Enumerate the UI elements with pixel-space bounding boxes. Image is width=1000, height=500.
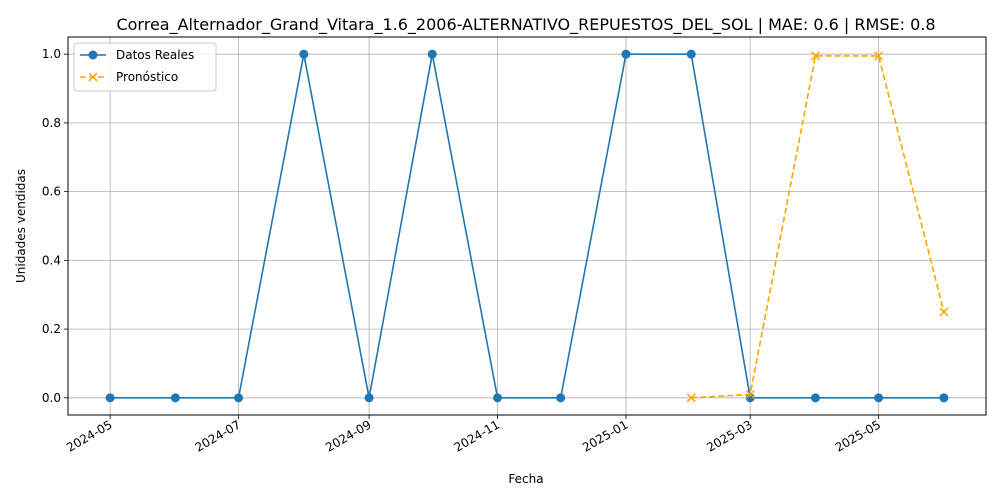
x-tick-label: 2025-05 xyxy=(833,417,883,454)
data-point xyxy=(299,49,309,59)
data-point xyxy=(364,393,374,403)
x-tick-label: 2024-05 xyxy=(64,417,114,454)
data-point xyxy=(874,51,884,61)
legend-label: Pronóstico xyxy=(116,70,178,84)
data-point xyxy=(686,49,696,59)
data-point xyxy=(556,393,566,403)
data-point xyxy=(170,393,180,403)
x-tick-label: 2024-09 xyxy=(323,417,373,454)
legend-label: Datos Reales xyxy=(116,48,194,62)
x-tick-label: 2025-01 xyxy=(580,417,630,454)
series-line xyxy=(110,53,944,399)
x-tick-label: 2025-03 xyxy=(704,417,754,454)
data-point xyxy=(105,393,115,403)
data-point xyxy=(234,393,244,403)
data-point xyxy=(686,393,696,403)
y-tick-label: 0.2 xyxy=(42,322,61,336)
data-point xyxy=(621,49,631,59)
y-tick-label: 1.0 xyxy=(42,47,61,61)
series-1 xyxy=(686,51,949,403)
data-point xyxy=(493,393,503,403)
x-tick-label: 2024-07 xyxy=(193,417,243,454)
grid xyxy=(68,37,986,415)
y-tick-label: 0.8 xyxy=(42,116,61,130)
data-point xyxy=(745,389,755,399)
y-axis-label: Unidades vendidas xyxy=(14,169,28,283)
data-point xyxy=(810,51,820,61)
legend-marker xyxy=(88,50,98,60)
data-point xyxy=(874,393,884,403)
legend: Datos Reales Pronóstico xyxy=(73,42,217,92)
y-tick-label: 0.0 xyxy=(42,391,61,405)
data-point xyxy=(745,393,755,403)
legend-box xyxy=(73,42,217,92)
legend-marker xyxy=(88,72,98,82)
data-point xyxy=(939,307,949,317)
data-point xyxy=(810,393,820,403)
series-0 xyxy=(105,49,949,403)
data-point xyxy=(939,393,949,403)
data-point xyxy=(427,49,437,59)
x-tick-label: 2024-11 xyxy=(452,417,502,454)
ticks: 2024-05 2024-07 2024-09 2024-11 2025-01 2025-… xyxy=(42,47,883,454)
legend-item: Datos Reales xyxy=(80,48,194,62)
x-axis-label: Fecha xyxy=(508,472,543,486)
plot-frame xyxy=(67,36,987,416)
y-tick-label: 0.6 xyxy=(42,185,61,199)
legend-item: Pronóstico xyxy=(80,70,178,84)
series-layer xyxy=(105,49,949,403)
series-line xyxy=(691,55,945,399)
chart-title: Correa_Alternador_Grand_Vitara_1.6_2006-… xyxy=(116,15,935,35)
y-tick-label: 0.4 xyxy=(42,253,61,267)
